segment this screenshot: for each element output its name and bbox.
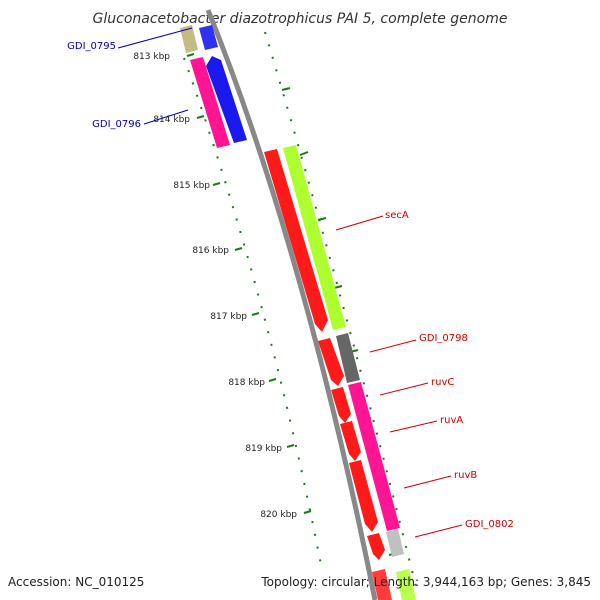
gene-label-secA[interactable]: secA [385,210,409,221]
position-tick-labels: 813 kbp 814 kbp 815 kbp 816 kbp 817 kbp … [133,52,297,520]
reverse-strand-genes [180,25,247,148]
tick-label: 817 kbp [210,312,247,322]
tick-label: 819 kbp [245,444,282,454]
tick-label: 820 kbp [260,510,297,520]
gene-ruvA-arrow[interactable] [340,421,361,461]
gene-ruv-cog-band[interactable] [348,382,400,531]
gene-label-ruvA[interactable]: ruvA [440,415,463,426]
tick-label: 813 kbp [133,52,170,62]
gene-GDI_0796-cog-band[interactable] [190,57,230,148]
gene-GDI_0802-arrow[interactable] [367,533,385,560]
gene-ruvB-arrow[interactable] [349,460,378,532]
gene-label-ruvB[interactable]: ruvB [454,470,477,481]
label-leaders [117,27,463,538]
gene-secA-cog-band[interactable] [283,145,346,330]
genome-title: Gluconacetobacter diazotrophicus PAI 5, … [93,11,508,27]
accession-text: Accession: NC_010125 [8,575,144,589]
inner-track-ticks [186,53,312,514]
gene-GDI_0795-cog-band[interactable] [180,25,198,53]
gene-next-arrow[interactable] [372,569,392,600]
gene-GDI_0798-cog-band[interactable] [336,333,360,383]
tick-label: 815 kbp [173,181,210,191]
outer-dotted-track [264,31,419,596]
tick-label: 814 kbp [153,115,190,125]
tick-label: 816 kbp [192,246,229,256]
inner-dotted-track [183,57,323,571]
gene-label-GDI_0795[interactable]: GDI_0795 [67,41,116,52]
tick-label: 818 kbp [228,378,265,388]
gene-secA-arrow[interactable] [264,149,328,332]
gene-GDI_0802-cog-band[interactable] [386,529,404,557]
gene-GDI_0798-arrow[interactable] [318,338,344,386]
forward-strand-genes [264,145,416,600]
gene-label-GDI_0802[interactable]: GDI_0802 [465,519,514,530]
gene-next-cog-band[interactable] [396,569,416,600]
gene-GDI_0795-arrow[interactable] [199,25,218,50]
gene-label-GDI_0796[interactable]: GDI_0796 [92,119,141,130]
gene-GDI_0796-arrow[interactable] [206,56,247,143]
gene-label-GDI_0798[interactable]: GDI_0798 [419,333,468,344]
genome-summary-text: Topology: circular; Length: 3,944,163 bp… [260,575,591,589]
gene-ruvC-arrow[interactable] [331,387,351,423]
gene-labels: GDI_0795 GDI_0796 secA GDI_0798 ruvC ruv… [67,41,514,530]
gene-label-ruvC[interactable]: ruvC [431,377,454,388]
genome-backbone [205,9,378,600]
